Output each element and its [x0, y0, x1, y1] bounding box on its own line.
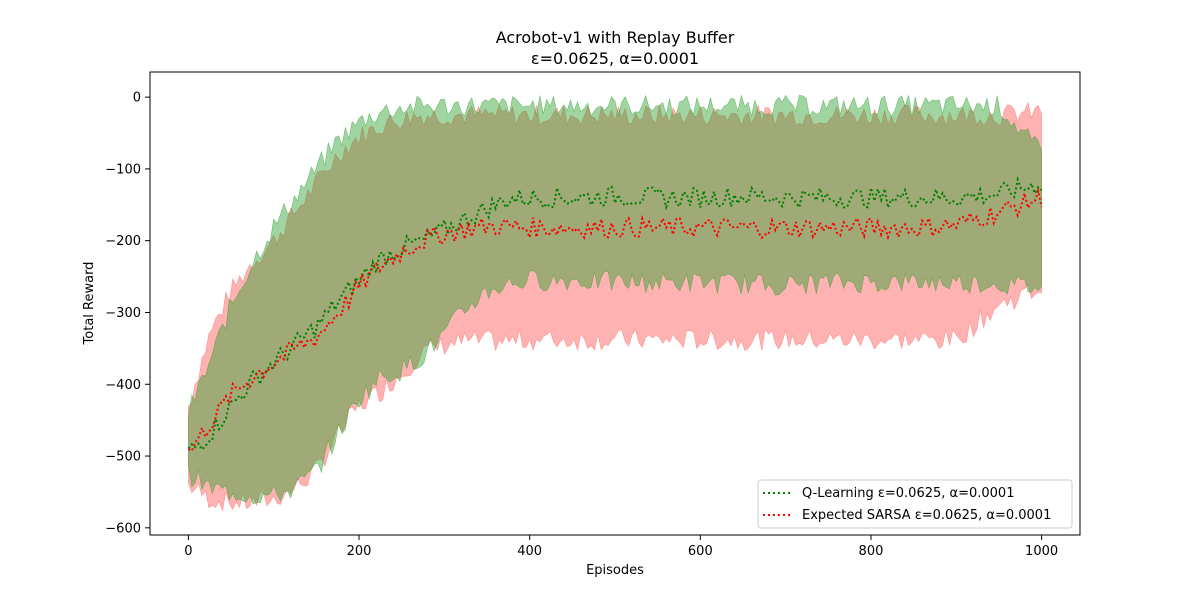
x-tick-label: 1000 [1025, 544, 1058, 559]
y-tick-label: −300 [105, 306, 141, 321]
plot-area [187, 94, 1043, 512]
y-tick-label: −100 [105, 162, 141, 177]
y-tick-label: −500 [105, 450, 141, 465]
y-tick-label: −400 [105, 378, 141, 393]
band-expected-sarsa [188, 101, 1042, 512]
legend-box [757, 479, 1073, 529]
x-tick-label: 200 [347, 544, 372, 559]
band-q-learning [188, 94, 1042, 505]
y-tick-label: −600 [105, 521, 141, 536]
legend: Q-Learning ε=0.0625, α=0.0001 Expected S… [757, 479, 1073, 529]
y-axis: 0 −100 −200 −300 −400 −500 −600 [105, 91, 150, 536]
x-tick-label: 400 [517, 544, 542, 559]
y-tick-label: 0 [133, 91, 141, 106]
legend-label-expected-sarsa: Expected SARSA ε=0.0625, α=0.0001 [802, 508, 1051, 523]
plot-frame [149, 71, 1081, 536]
chart-title: Acrobot-v1 with Replay Buffer [496, 28, 735, 47]
legend-label-q-learning: Q-Learning ε=0.0625, α=0.0001 [802, 486, 1014, 501]
chart-subtitle: ε=0.0625, α=0.0001 [531, 49, 699, 68]
x-tick-label: 0 [184, 544, 192, 559]
y-tick-label: −200 [105, 234, 141, 249]
x-axis-label: Episodes [586, 563, 644, 578]
x-tick-label: 800 [859, 544, 884, 559]
x-axis: 0 200 400 600 800 1000 [184, 535, 1058, 559]
x-tick-label: 600 [688, 544, 713, 559]
y-axis-label: Total Reward [82, 262, 97, 346]
